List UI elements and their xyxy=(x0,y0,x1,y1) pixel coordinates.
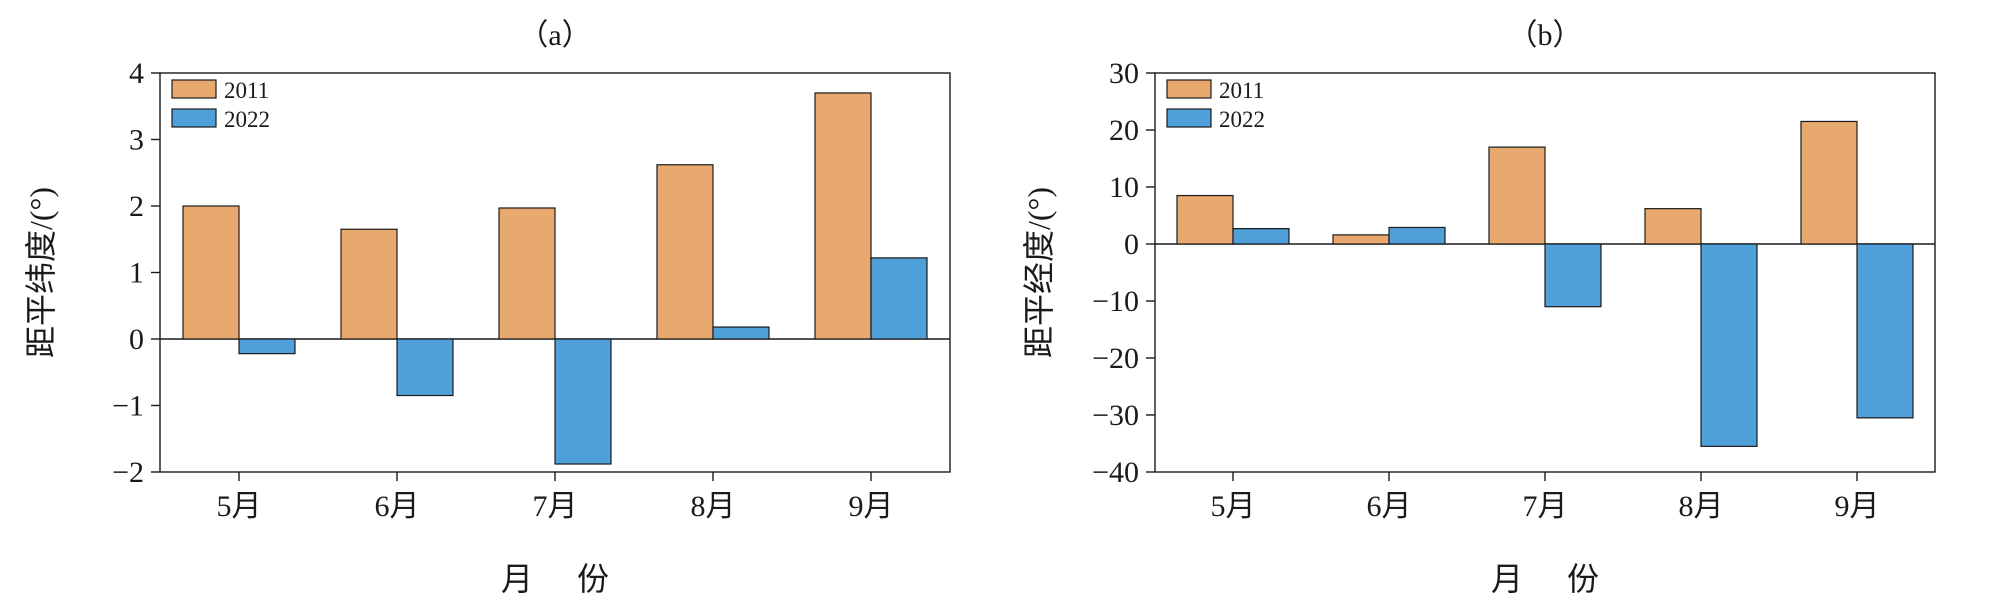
bar-2022-6月 xyxy=(1388,226,1446,245)
y-tick-label: 2 xyxy=(129,190,144,223)
panel-title: （a） xyxy=(518,19,591,52)
x-tick-label: 7月 xyxy=(1523,490,1568,523)
bar-2011-5月 xyxy=(182,205,240,340)
bar-2022-6月 xyxy=(396,338,454,397)
bar-2011-5月 xyxy=(1176,194,1234,245)
bar-2011-6月 xyxy=(1332,234,1390,245)
bar-2011-8月 xyxy=(1644,208,1702,245)
y-tick-label: 3 xyxy=(129,124,144,157)
bar-2022-5月 xyxy=(1232,228,1290,245)
x-tick-label: 8月 xyxy=(1679,490,1724,523)
y-tick-label: 30 xyxy=(1109,57,1139,90)
y-tick-label: 4 xyxy=(129,57,144,90)
bar-2022-9月 xyxy=(870,257,928,340)
legend-swatch-2022 xyxy=(171,108,217,128)
x-axis-label: 月 份 xyxy=(1491,561,1617,597)
y-axis-label: 距平经度/(°) xyxy=(1021,187,1057,358)
bar-2011-8月 xyxy=(656,164,714,340)
x-tick-label: 5月 xyxy=(1211,490,1256,523)
y-tick-label: −1 xyxy=(112,390,144,423)
x-tick-label: 6月 xyxy=(375,490,420,523)
x-axis-label: 月 份 xyxy=(501,561,627,597)
y-tick-label: −20 xyxy=(1092,342,1139,375)
bar-2011-7月 xyxy=(1488,146,1546,245)
bar-2011-9月 xyxy=(814,92,872,340)
bar-2022-8月 xyxy=(1700,243,1758,447)
y-tick-label: 0 xyxy=(1124,228,1139,261)
legend-swatch-2022 xyxy=(1166,108,1212,128)
legend-swatch-2011 xyxy=(171,79,217,99)
bar-2011-6月 xyxy=(340,228,398,340)
y-tick-label: −2 xyxy=(112,456,144,489)
y-tick-label: 20 xyxy=(1109,114,1139,147)
legend-swatch-2011 xyxy=(1166,79,1212,99)
y-tick-label: 0 xyxy=(129,323,144,356)
legend-label-2022: 2022 xyxy=(224,107,270,132)
bar-2022-7月 xyxy=(1544,243,1602,308)
bar-2022-8月 xyxy=(712,326,770,340)
bar-2022-7月 xyxy=(554,338,612,465)
x-tick-label: 8月 xyxy=(691,490,736,523)
legend-label-2011: 2011 xyxy=(1219,78,1264,103)
panel-title: （b） xyxy=(1508,19,1583,52)
y-tick-label: −10 xyxy=(1092,285,1139,318)
chart-panel-b: 30 20 10 0 −10 −20 −30 −40 5月 6月 7月 8月 9月 2011 2022 （b）… xyxy=(1021,19,1936,597)
y-tick-label: 10 xyxy=(1109,171,1139,204)
bar-2022-5月 xyxy=(238,338,296,355)
legend-label-2011: 2011 xyxy=(224,78,269,103)
legend-label-2022: 2022 xyxy=(1219,107,1265,132)
y-tick-label: −40 xyxy=(1092,456,1139,489)
x-tick-label: 5月 xyxy=(217,490,262,523)
y-axis-label: 距平纬度/(°) xyxy=(23,187,59,358)
bar-2011-7月 xyxy=(498,207,556,340)
y-tick-label: 1 xyxy=(129,257,144,290)
y-tick-label: −30 xyxy=(1092,399,1139,432)
x-tick-label: 9月 xyxy=(849,490,894,523)
bar-2022-9月 xyxy=(1856,243,1914,419)
chart-panel-a: 4 3 2 1 0 −1 −2 5月 6月 7月 8月 9月 2011 2022 （a） 月 份 距平纬度/(°… xyxy=(23,19,951,597)
x-tick-label: 9月 xyxy=(1835,490,1880,523)
bar-2011-9月 xyxy=(1800,120,1858,245)
x-tick-label: 6月 xyxy=(1367,490,1412,523)
x-tick-label: 7月 xyxy=(533,490,578,523)
